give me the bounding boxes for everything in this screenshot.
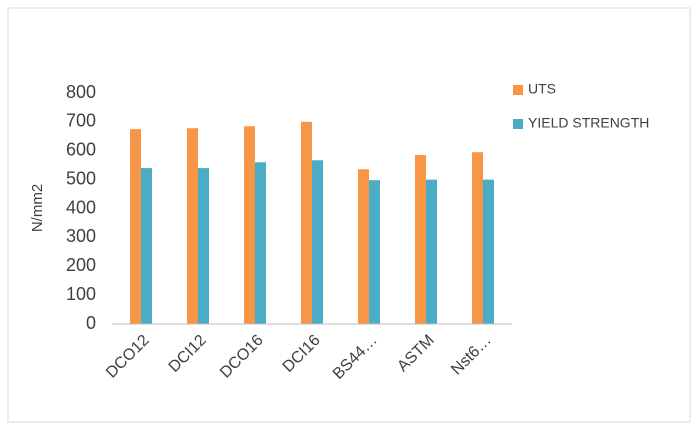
y-axis-label: N/mm2	[29, 184, 46, 232]
bar	[187, 128, 198, 324]
bar	[369, 180, 380, 324]
legend-label: YIELD STRENGTH	[528, 115, 649, 131]
y-tick-label: 700	[66, 111, 96, 131]
bar	[358, 169, 369, 324]
bar	[426, 179, 437, 324]
y-tick-label: 500	[66, 168, 96, 188]
bar	[301, 121, 312, 324]
legend-label: UTS	[528, 81, 556, 97]
legend-swatch	[513, 85, 523, 95]
y-tick-label: 100	[66, 284, 96, 304]
y-tick-label: 400	[66, 197, 96, 217]
chart-frame	[7, 7, 691, 423]
y-tick-label: 200	[66, 255, 96, 275]
bar	[415, 155, 426, 324]
bar	[255, 162, 266, 324]
bar	[483, 179, 494, 324]
bar	[141, 168, 152, 324]
y-tick-label: 800	[66, 82, 96, 102]
y-tick-label: 300	[66, 226, 96, 246]
y-tick-label: 0	[86, 313, 96, 333]
bar	[244, 126, 255, 324]
bar	[312, 160, 323, 324]
legend-swatch	[513, 119, 523, 129]
bar	[198, 168, 209, 324]
bar	[130, 129, 141, 324]
y-tick-label: 600	[66, 140, 96, 160]
bar	[472, 152, 483, 324]
